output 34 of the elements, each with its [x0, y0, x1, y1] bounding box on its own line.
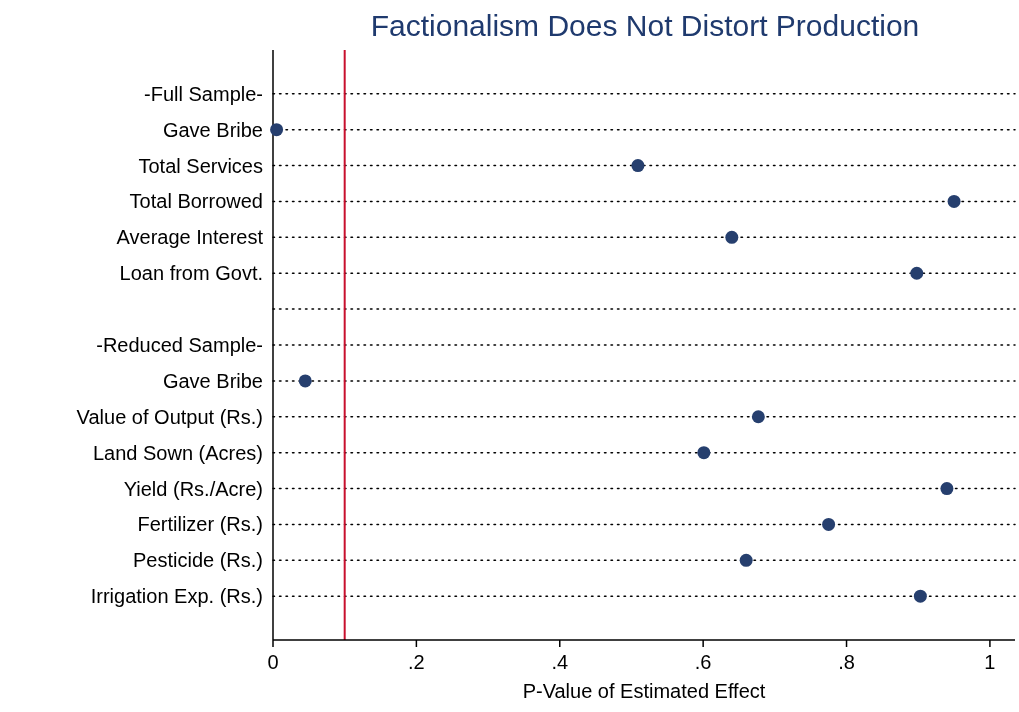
- x-tick-label: .2: [408, 651, 425, 673]
- point: [298, 374, 312, 388]
- x-tick-label: .4: [551, 651, 569, 673]
- point: [739, 553, 753, 567]
- point: [947, 194, 961, 208]
- point: [940, 482, 954, 496]
- point: [270, 123, 284, 137]
- point: [822, 517, 836, 531]
- y-tick-label: Value of Output (Rs.): [76, 405, 263, 428]
- y-tick-label: Irrigation Exp. (Rs.): [90, 585, 263, 608]
- y-tick-label: Fertilizer (Rs.): [137, 513, 263, 536]
- y-tick-label: Loan from Govt.: [119, 262, 263, 285]
- x-tick-label: .8: [838, 651, 855, 673]
- point: [725, 230, 739, 244]
- x-axis-title: P-Value of Estimated Effect: [522, 680, 766, 702]
- point: [751, 410, 765, 424]
- y-tick-label: -Full Sample-: [144, 82, 263, 105]
- x-tick-label: 1: [984, 651, 996, 673]
- point: [697, 446, 711, 460]
- point: [910, 266, 924, 280]
- x-tick-label: 0: [267, 651, 279, 673]
- y-tick-label: Average Interest: [116, 226, 264, 249]
- y-tick-label: -Reduced Sample-: [96, 334, 263, 356]
- x-tick-label: .6: [694, 651, 712, 673]
- y-tick-label: Land Sown (Acres): [92, 441, 263, 464]
- chart-title: Factionalism Does Not Distort Production: [370, 9, 920, 42]
- y-tick-label: Pesticide (Rs.): [132, 549, 263, 572]
- y-tick-label: Yield (Rs./Acre): [123, 477, 263, 500]
- point: [631, 159, 645, 173]
- y-tick-label: Gave Bribe: [162, 118, 263, 141]
- y-tick-label: Total Services: [138, 154, 263, 177]
- y-tick-label: Gave Bribe: [162, 369, 263, 392]
- point: [913, 589, 927, 603]
- y-tick-label: Total Borrowed: [129, 190, 263, 213]
